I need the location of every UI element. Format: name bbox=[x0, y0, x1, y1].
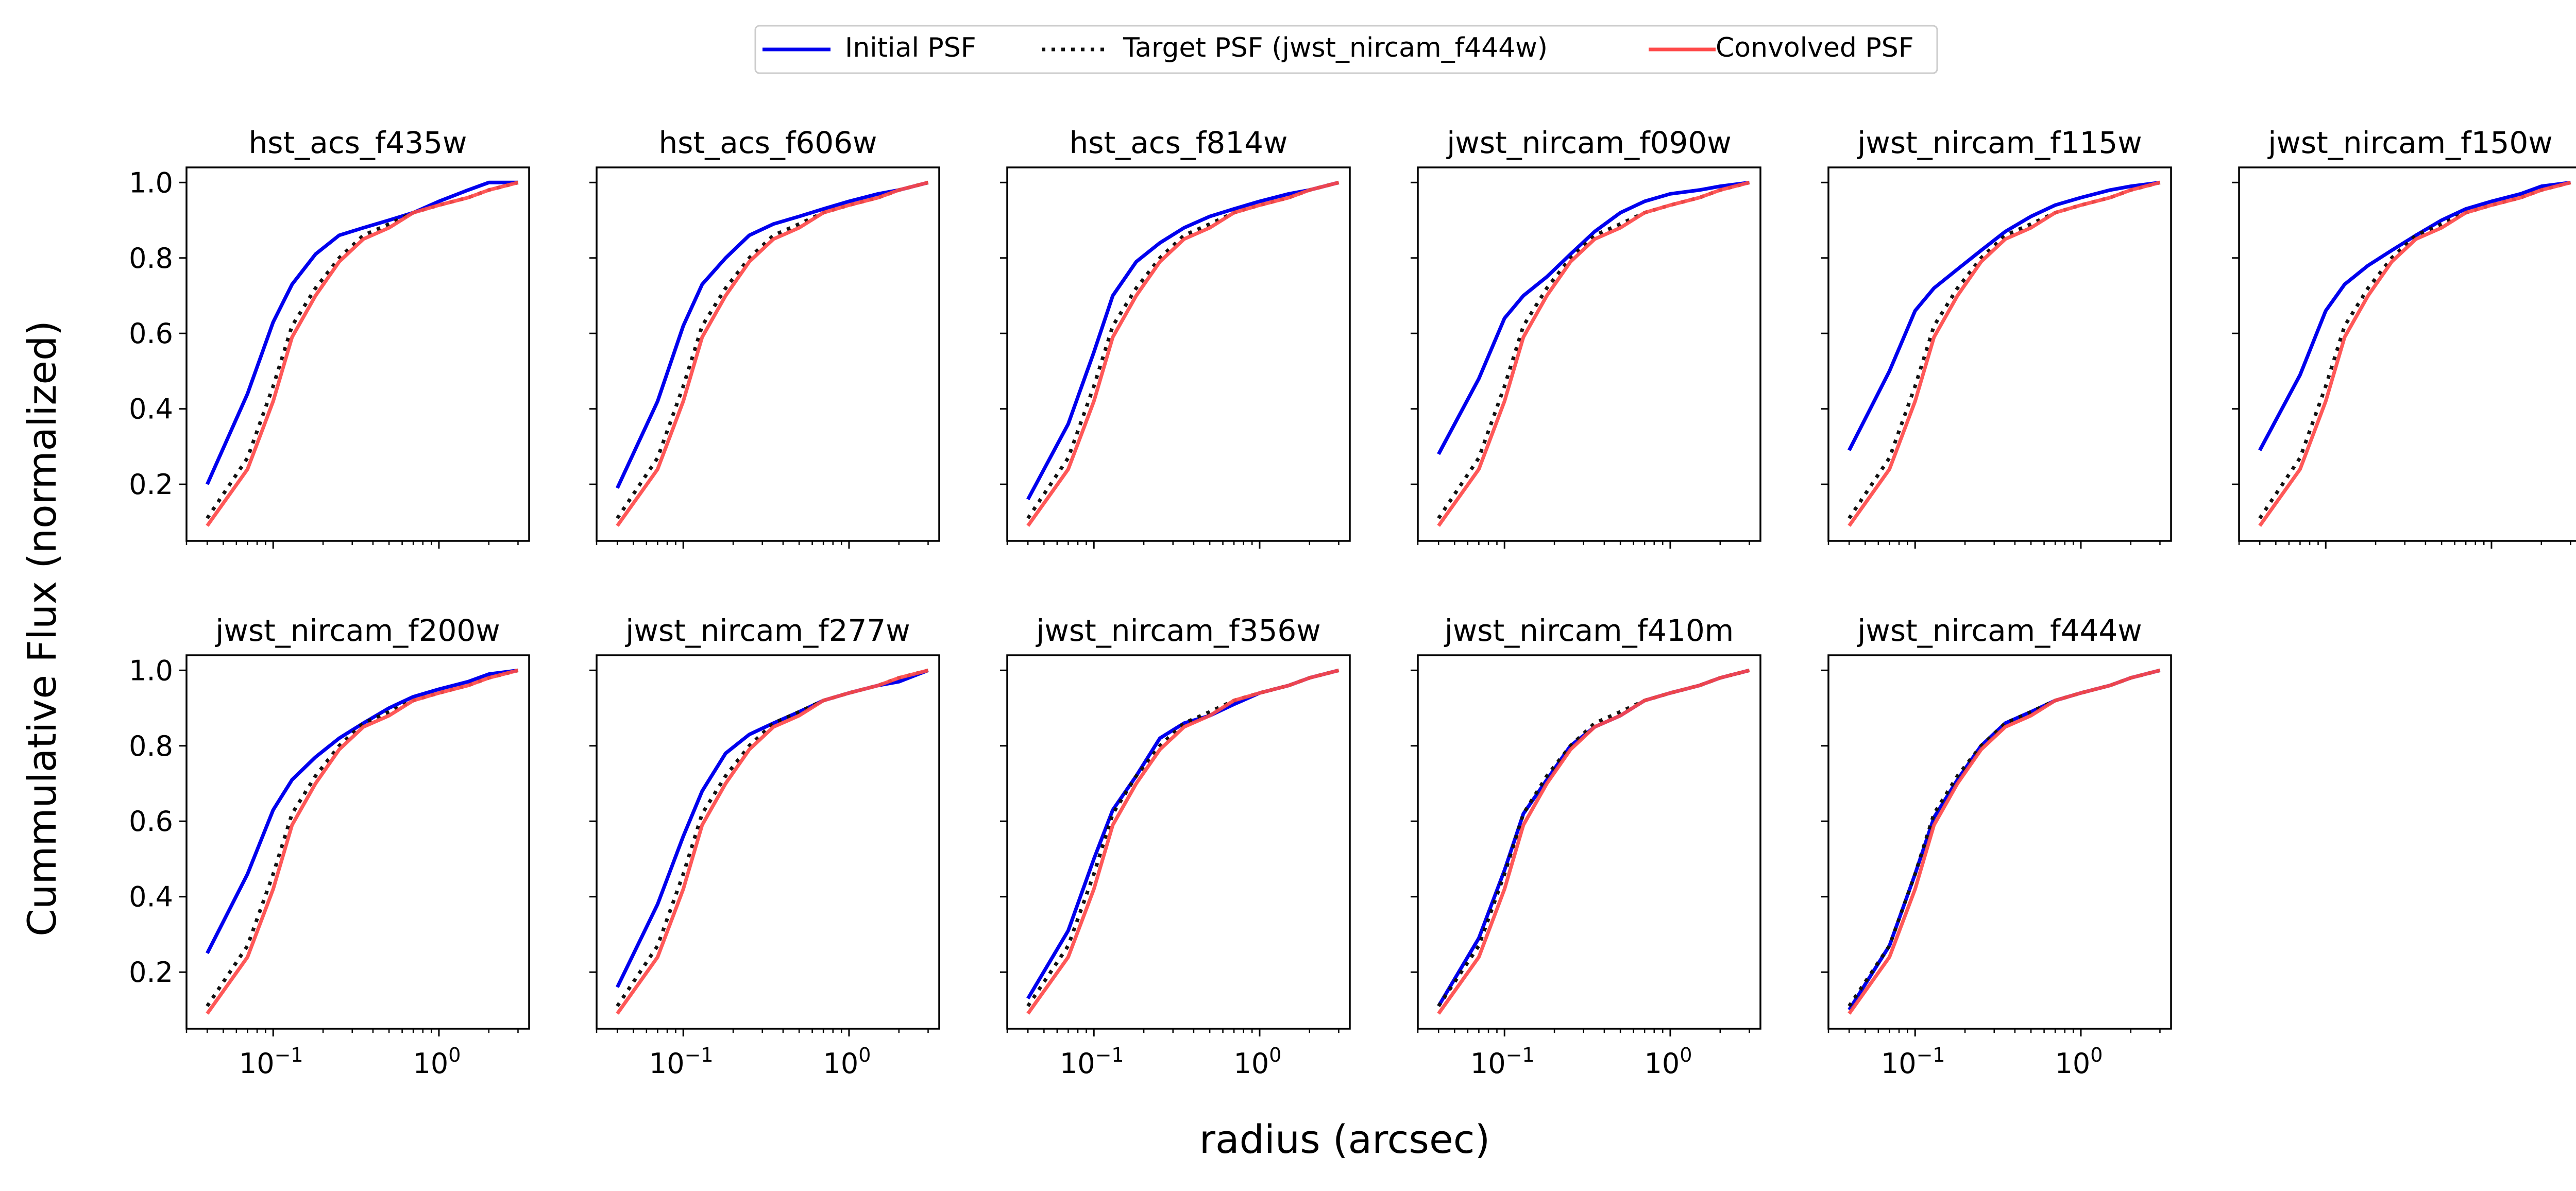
panel-title: jwst_nircam_f410m bbox=[1444, 613, 1734, 648]
convolved-psf-line bbox=[1848, 180, 2161, 527]
x-tick-label: 10−1 bbox=[1060, 1044, 1124, 1080]
panel-title: jwst_nircam_f444w bbox=[1856, 613, 2142, 648]
panel-frame bbox=[1006, 654, 1351, 1030]
panel-jwst_nircam_f444w: jwst_nircam_f444w 10−1 100 bbox=[1821, 613, 2172, 1080]
panel-title: jwst_nircam_f090w bbox=[1446, 125, 1731, 160]
convolved-psf-line bbox=[206, 180, 519, 527]
panel-jwst_nircam_f356w: jwst_nircam_f356w 10−1 100 bbox=[1000, 613, 1351, 1080]
target-psf-line bbox=[1437, 180, 1750, 520]
y-tick-label: 0.8 bbox=[129, 242, 173, 275]
panel-jwst_nircam_f410m: jwst_nircam_f410m 10−1 100 bbox=[1411, 613, 1761, 1080]
panel-frame bbox=[185, 166, 530, 542]
x-axis-label: radius (arcsec) bbox=[1199, 1116, 1490, 1162]
target-psf-line bbox=[616, 668, 929, 1008]
panel-jwst_nircam_f090w: jwst_nircam_f090w bbox=[1411, 125, 1761, 549]
y-tick-label: 1.0 bbox=[129, 654, 173, 687]
x-tick-label: 10−1 bbox=[649, 1044, 714, 1080]
panel-title: jwst_nircam_f150w bbox=[2267, 125, 2552, 160]
legend-initial-label: Initial PSF bbox=[845, 32, 976, 63]
initial-psf-line bbox=[206, 180, 518, 485]
convolved-psf-line bbox=[2258, 180, 2571, 527]
panel-jwst_nircam_f200w: jwst_nircam_f200w 0.2 0.4 0.6 0.8 1.0 10−1 100 bbox=[129, 613, 530, 1080]
x-tick-label: 10−1 bbox=[1881, 1044, 1945, 1080]
x-tick-label: 100 bbox=[823, 1044, 871, 1080]
panel-hst_acs_f814w: hst_acs_f814w bbox=[1000, 125, 1351, 549]
x-tick-label: 100 bbox=[2055, 1044, 2103, 1080]
initial-psf-line bbox=[1026, 180, 1340, 501]
target-psf-line bbox=[1848, 668, 2161, 1008]
initial-psf-line bbox=[206, 668, 518, 955]
panel-frame bbox=[1827, 654, 2172, 1030]
panel-jwst_nircam_f115w: jwst_nircam_f115w bbox=[1821, 125, 2172, 549]
target-psf-line bbox=[206, 180, 519, 520]
legend: Initial PSF Target PSF (jwst_nircam_f444… bbox=[754, 25, 1938, 74]
x-tick-label: 100 bbox=[413, 1044, 461, 1080]
x-tick-label: 100 bbox=[1645, 1044, 1692, 1080]
y-tick-label: 0.8 bbox=[129, 730, 173, 762]
panel-frame bbox=[2238, 166, 2576, 542]
panel-title: hst_acs_f606w bbox=[659, 125, 877, 160]
convolved-psf-line bbox=[1437, 668, 1750, 1015]
convolved-psf-line bbox=[1026, 668, 1340, 1015]
x-tick-label: 100 bbox=[1234, 1044, 1282, 1080]
x-tick-label: 10−1 bbox=[239, 1044, 303, 1080]
panel-hst_acs_f606w: hst_acs_f606w bbox=[589, 125, 940, 549]
y-tick-label: 0.2 bbox=[129, 468, 173, 501]
panel-title: jwst_nircam_f115w bbox=[1856, 125, 2142, 160]
y-tick-label: 0.2 bbox=[129, 956, 173, 989]
panel-frame bbox=[1417, 654, 1761, 1030]
panel-jwst_nircam_f150w: jwst_nircam_f150w bbox=[2232, 125, 2576, 549]
y-tick-label: 0.4 bbox=[129, 393, 173, 426]
y-axis-label: Cummulative Flux (normalized) bbox=[19, 320, 65, 937]
convolved-psf-line bbox=[616, 180, 929, 527]
panels-grid: hst_acs_f435w 0.2 0.4 0.6 0.8 1.0 hst_acs_f606… bbox=[129, 125, 2576, 1080]
panel-hst_acs_f435w: hst_acs_f435w 0.2 0.4 0.6 0.8 1.0 bbox=[129, 125, 530, 549]
legend-target-label: Target PSF (jwst_nircam_f444w) bbox=[1123, 32, 1548, 63]
initial-psf-line bbox=[616, 180, 929, 489]
target-psf-line bbox=[1026, 668, 1340, 1008]
initial-psf-line bbox=[1848, 180, 2160, 451]
panel-title: jwst_nircam_f200w bbox=[214, 613, 500, 648]
legend-convolved-label: Convolved PSF bbox=[1716, 32, 1914, 63]
target-psf-line bbox=[1437, 668, 1750, 1008]
target-psf-line bbox=[2258, 180, 2571, 520]
convolved-psf-line bbox=[616, 668, 929, 1015]
y-tick-label: 0.6 bbox=[129, 805, 173, 838]
convolved-psf-line bbox=[1848, 668, 2161, 1015]
x-tick-label: 10−1 bbox=[1470, 1044, 1535, 1080]
panel-jwst_nircam_f277w: jwst_nircam_f277w 10−1 100 bbox=[589, 613, 940, 1080]
panel-title: hst_acs_f814w bbox=[1070, 125, 1288, 160]
panel-frame bbox=[185, 654, 530, 1030]
convolved-psf-line bbox=[1026, 180, 1340, 527]
y-tick-label: 0.4 bbox=[129, 881, 173, 913]
y-tick-label: 1.0 bbox=[129, 166, 173, 199]
target-psf-line bbox=[1848, 180, 2161, 520]
legend-frame bbox=[754, 25, 1938, 74]
target-psf-line bbox=[616, 180, 929, 520]
y-tick-label: 0.6 bbox=[129, 317, 173, 350]
initial-psf-line bbox=[1437, 180, 1750, 455]
target-psf-line bbox=[206, 668, 519, 1008]
initial-psf-line bbox=[2258, 180, 2571, 451]
convolved-psf-line bbox=[1437, 180, 1750, 527]
panel-frame bbox=[1417, 166, 1761, 542]
panel-title: hst_acs_f435w bbox=[249, 125, 467, 160]
panel-frame bbox=[1827, 166, 2172, 542]
panel-frame bbox=[596, 654, 940, 1030]
panel-frame bbox=[596, 166, 940, 542]
convolved-psf-line bbox=[206, 668, 519, 1015]
panel-title: jwst_nircam_f356w bbox=[1035, 613, 1320, 648]
panel-frame bbox=[1006, 166, 1351, 542]
panel-title: jwst_nircam_f277w bbox=[624, 613, 910, 648]
target-psf-line bbox=[1026, 180, 1340, 520]
